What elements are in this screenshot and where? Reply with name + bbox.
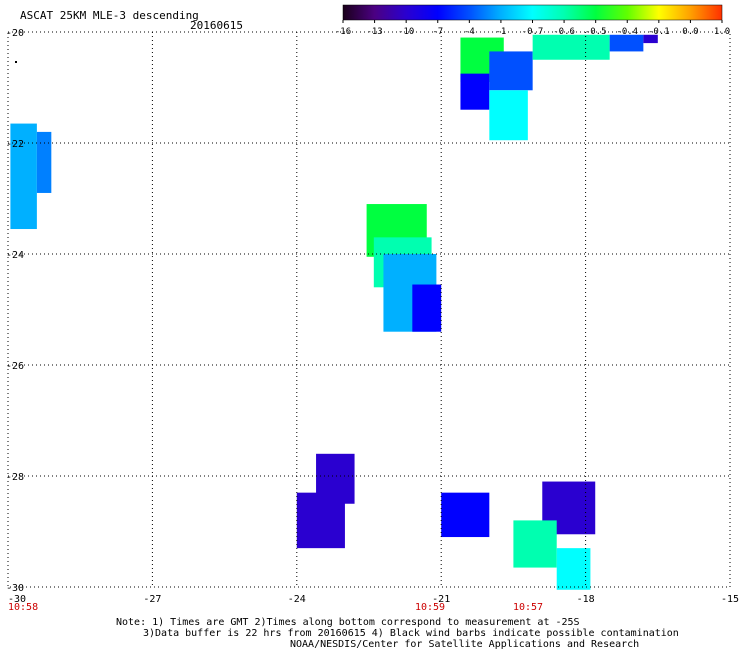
note-line-2: 3)Data buffer is 22 hrs from 20160615 4)… bbox=[143, 628, 679, 639]
longitude-tick-label: -30 bbox=[8, 594, 26, 605]
longitude-tick-label: -21 bbox=[432, 594, 450, 605]
wind-swath-patch bbox=[460, 73, 490, 110]
colorbar-tick-label: -0.6 bbox=[553, 27, 575, 37]
longitude-tick-label: -27 bbox=[143, 594, 161, 605]
wind-swath-patch bbox=[643, 34, 658, 44]
wind-swath-patch bbox=[609, 34, 644, 52]
wind-swath-patch bbox=[489, 51, 533, 91]
colorbar-tick-label: -0.7 bbox=[522, 27, 544, 37]
note-line-3: NOAA/NESDIS/Center for Satellite Applica… bbox=[290, 639, 640, 650]
latitude-tick-label: -22 bbox=[6, 139, 24, 150]
colorbar-tick-label: -0.1 bbox=[648, 27, 670, 37]
wind-swath-patch bbox=[412, 284, 442, 332]
latitude-tick-label: -30 bbox=[6, 583, 24, 594]
map-frame bbox=[7, 31, 731, 588]
land-point-marker bbox=[15, 61, 17, 63]
colorbar-tick-label: -0.4 bbox=[616, 27, 638, 37]
wind-swath-patch bbox=[489, 90, 528, 141]
wind-swath-patch bbox=[532, 34, 610, 60]
colorbar-tick-label: 1.0 bbox=[714, 27, 730, 37]
wind-swath-patch bbox=[296, 492, 345, 549]
map-date: 20160615 bbox=[190, 19, 243, 32]
wind-swath-patch bbox=[513, 520, 557, 568]
colorbar bbox=[342, 4, 723, 21]
colorbar-tick-label: -16 bbox=[335, 27, 351, 37]
longitude-tick-label: -24 bbox=[288, 594, 306, 605]
latitude-tick-label: -26 bbox=[6, 361, 24, 372]
latitude-tick-label: -24 bbox=[6, 250, 24, 261]
longitude-tick-label: -18 bbox=[577, 594, 595, 605]
colorbar-tick-label: -1 bbox=[495, 27, 506, 37]
map-title: ASCAT 25KM MLE-3 descending bbox=[20, 9, 199, 22]
colorbar-tick-label: -0.5 bbox=[585, 27, 607, 37]
colorbar-tick-label: -10 bbox=[398, 27, 414, 37]
colorbar-tick-label: 0.0 bbox=[682, 27, 698, 37]
measurement-time-label: 10:57 bbox=[513, 602, 543, 613]
longitude-tick-label: -15 bbox=[721, 594, 739, 605]
colorbar-tick-label: -13 bbox=[366, 27, 382, 37]
note-line-1: Note: 1) Times are GMT 2)Times along bot… bbox=[116, 617, 580, 628]
wind-swath-patch bbox=[556, 548, 591, 590]
colorbar-tick-label: -4 bbox=[464, 27, 475, 37]
measurement-time-label: 10:58 bbox=[8, 602, 38, 613]
latitude-tick-label: -28 bbox=[6, 472, 24, 483]
latitude-tick-label: -20 bbox=[6, 28, 24, 39]
wind-swath-patch bbox=[441, 492, 490, 538]
colorbar-tick-label: -7 bbox=[432, 27, 443, 37]
measurement-time-label: 10:59 bbox=[415, 602, 445, 613]
wind-swath-patch bbox=[36, 131, 52, 193]
wind-swath-patch bbox=[10, 123, 37, 230]
